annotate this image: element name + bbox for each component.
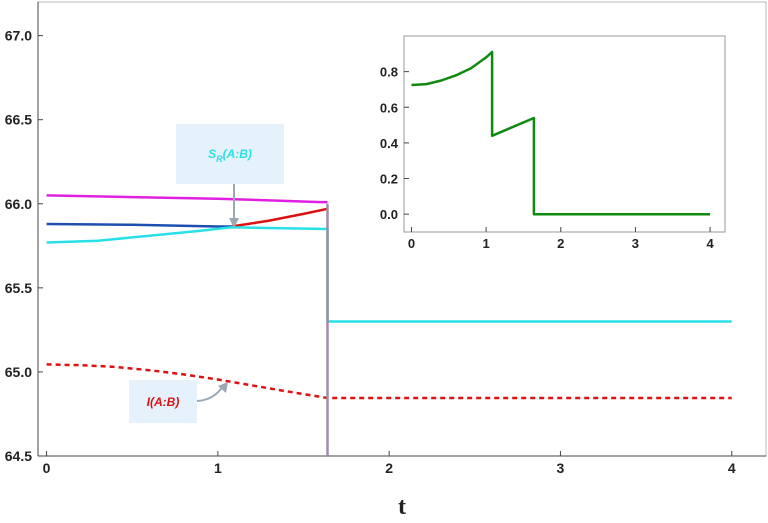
main-series-line-1 [46,222,232,228]
main-y-ticks: 64.5 65.0 65.5 66.0 66.5 67.0 [5,28,43,464]
main-y-tick-label-4: 66.5 [5,112,32,128]
inset-series-group [411,50,711,216]
inset-y-tick-label-1: 0.2 [380,172,398,187]
inset-x-tick-label-4: 4 [706,236,714,251]
x-axis-label: t [398,494,406,520]
inset-frame [403,35,726,233]
main-x-tick-label-4: 4 [728,460,736,476]
inset-y-tick-label-3: 0.6 [380,100,398,115]
main-series-line-4 [46,363,732,400]
main-series-line-3 [46,226,732,323]
main-x-tick-label-0: 0 [43,460,51,476]
main-x-tick-label-1: 1 [214,460,222,476]
main-y-tick-label-1: 65.0 [5,364,32,380]
annotation-iab-arrowhead [218,382,228,393]
main-series-line-0 [46,194,328,204]
inset-y-ticks: 0.0 0.2 0.4 0.6 0.8 [380,65,409,222]
inset-x-tick-label-2: 2 [557,236,564,251]
annotation-sr: SR(A:B) [176,124,284,228]
main-series-group [46,194,732,456]
main-series-line-2 [231,207,328,228]
annotation-sr-arrowhead [229,218,239,228]
annotation-iab: I(A:B) [129,380,228,423]
inset-x-tick-label-3: 3 [632,236,639,251]
main-x-tick-label-3: 3 [557,460,565,476]
inset-background [404,36,725,232]
inset-y-tick-label-0: 0.0 [380,207,398,222]
annotation-iab-label: I(A:B) [147,395,180,409]
main-y-tick-label-3: 66.0 [5,196,32,212]
inset-y-tick-label-2: 0.4 [380,136,399,151]
inset-y-tick-label-4: 0.8 [380,65,398,80]
annotation-iab-arrow [196,385,224,402]
annotation-sr-label: SR(A:B) [208,147,252,164]
inset-x-tick-label-0: 0 [408,236,415,251]
inset-series-line-0 [411,50,711,216]
main-x-ticks: 0 1 2 3 4 [43,451,736,476]
inset-x-tick-label-1: 1 [482,236,489,251]
main-y-tick-label-5: 67.0 [5,28,32,44]
annotation-iab-box [129,380,197,423]
inset-x-ticks: 0 1 2 3 4 [408,227,714,251]
main-x-tick-label-2: 2 [385,460,393,476]
main-y-tick-label-2: 65.5 [5,280,32,296]
annotation-sr-box [176,124,284,184]
main-y-tick-label-0: 64.5 [5,448,32,464]
